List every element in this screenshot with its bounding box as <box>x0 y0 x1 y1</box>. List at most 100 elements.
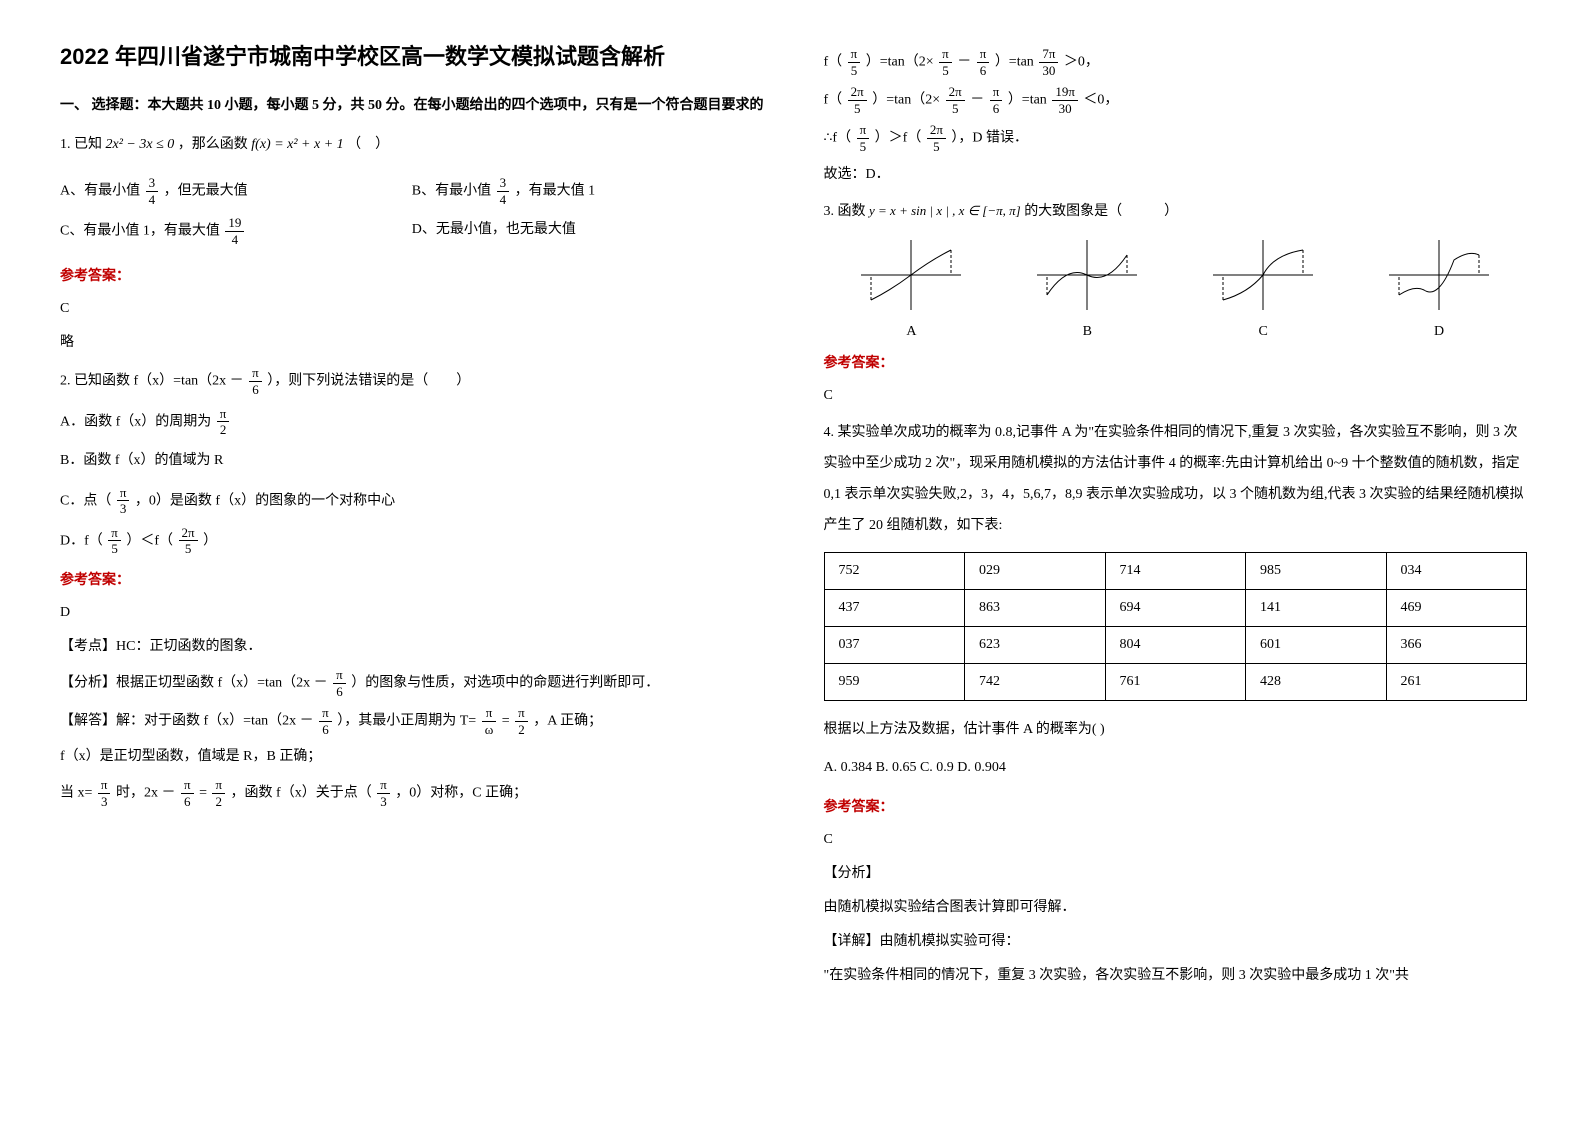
fraction-pi-2-c: π2 <box>212 777 225 809</box>
q2r-guxuan: 故选：D． <box>824 161 1528 189</box>
frac-den: ω <box>482 722 497 738</box>
table-row: 037623804601366 <box>824 626 1527 663</box>
table-row: 752029714985034 <box>824 552 1527 589</box>
q1-stem: 1. 已知 2x² − 3x ≤ 0 ，那么函数 f(x) = x² + x +… <box>60 130 764 161</box>
q2-stem: 2. 已知函数 f（x）=tan（2x － π6 ），则下列说法错误的是（ ） <box>60 365 764 397</box>
q2r-line3: ∴f（ π5 ）＞f（ 2π5 ），D 错误． <box>824 122 1528 154</box>
graph-c-svg <box>1208 235 1318 315</box>
q2-fx-post: ）的图象与性质，对选项中的命题进行判断即可． <box>351 675 659 690</box>
q1-b-post: ，有最大值 1 <box>515 183 596 198</box>
q3-stem-pre: 3. 函数 <box>824 204 870 219</box>
fraction-pi-6-d: π6 <box>181 777 194 809</box>
table-cell: 752 <box>824 552 965 589</box>
frac-den: 2 <box>515 722 528 738</box>
frac-den: 6 <box>990 101 1003 117</box>
q1-a-pre: A、有最小值 <box>60 183 140 198</box>
q3-stem: 3. 函数 y = x + sin | x | , x ∈ [−π, π] 的大… <box>824 197 1528 228</box>
frac-num: π <box>939 46 952 63</box>
fraction-pi-w: πω <box>482 705 497 737</box>
fraction-pi-2-b: π2 <box>515 705 528 737</box>
q2r-l2-m1: ）=tan（2× <box>872 93 940 108</box>
table-cell: 742 <box>965 663 1106 700</box>
frac-den: 4 <box>225 232 244 248</box>
frac-num: 2π <box>179 525 198 542</box>
frac-den: 5 <box>857 139 870 155</box>
q2-opt-d: D．f（ π5 ）＜f（ 2π5 ） <box>60 525 764 557</box>
q2-c-post: ，0）是函数 f（x）的图象的一个对称中心 <box>135 493 395 508</box>
q2-opt-b: B．函数 f（x）的值域为 R <box>60 446 764 477</box>
frac-den: 2 <box>212 794 225 810</box>
frac-num: 19π <box>1052 84 1078 101</box>
q2-fenxi: 【分析】根据正切型函数 f（x）=tan（2x － π6 ）的图象与性质，对选项… <box>60 667 764 699</box>
fraction-pi-5-r3: π5 <box>857 122 870 154</box>
q2r-l2-post: ＜0， <box>1083 93 1118 108</box>
q3-graph-b: B <box>1032 235 1142 340</box>
frac-num: π <box>377 777 390 794</box>
q4-opts: A. 0.384 B. 0.65 C. 0.9 D. 0.904 <box>824 753 1528 784</box>
q1-a-post: ，但无最大值 <box>164 183 248 198</box>
frac-num: π <box>977 46 990 63</box>
q2-sym-end: ，0）对称，C 正确； <box>395 786 527 801</box>
q1-answer-label: 参考答案： <box>60 265 764 285</box>
fraction-pi-6-b: π6 <box>333 667 346 699</box>
frac-num: π <box>482 705 497 722</box>
q4-stem: 4. 某实验单次成功的概率为 0.8,记事件 A 为"在实验条件相同的情况下,重… <box>824 418 1528 541</box>
frac-den: 5 <box>179 541 198 557</box>
q2-opt-a: A．函数 f（x）的周期为 π2 <box>60 406 764 438</box>
q2-d-pre: D．f（ <box>60 533 103 548</box>
section-1-header: 一、 选择题：本大题共 10 小题，每小题 5 分，共 50 分。在每小题给出的… <box>60 93 764 118</box>
q2r-l1-post: ＞0， <box>1064 54 1099 69</box>
q2-sym: 当 x= π3 时，2x － π6 = π2 ，函数 f（x）关于点（ π3 ，… <box>60 777 764 809</box>
q3-stem-math: y = x + sin | x | , x ∈ [−π, π] <box>869 203 1021 218</box>
fraction-pi-3: π3 <box>117 485 130 517</box>
frac-den: 5 <box>946 101 965 117</box>
table-cell: 601 <box>1246 626 1387 663</box>
frac-num: π <box>319 705 332 722</box>
q2r-l3-post: ），D 错误． <box>951 131 1028 146</box>
q2-opt-c: C．点（ π3 ，0）是函数 f（x）的图象的一个对称中心 <box>60 485 764 517</box>
eq-sign: = <box>502 713 513 728</box>
frac-num: 2π <box>946 84 965 101</box>
q1-stem-fx: f(x) = x² + x + 1 <box>251 137 343 152</box>
q4-fenxi-label: 【分析】 <box>824 860 1528 888</box>
fraction-2pi-5-r1: 2π5 <box>848 84 867 116</box>
table-cell: 959 <box>824 663 965 700</box>
exam-document: 2022 年四川省遂宁市城南中学校区高一数学文模拟试题含解析 一、 选择题：本大… <box>60 40 1527 996</box>
q2r-line1: f（ π5 ）=tan（2× π5 － π6 ）=tan 7π30 ＞0， <box>824 46 1528 78</box>
frac-num: 2π <box>927 122 946 139</box>
frac-den: 5 <box>848 101 867 117</box>
frac-num: 2π <box>848 84 867 101</box>
q3-label-b: B <box>1032 324 1142 340</box>
table-cell: 804 <box>1105 626 1246 663</box>
fraction-2pi-5-d: 2π5 <box>179 525 198 557</box>
frac-num: π <box>249 365 262 382</box>
q2r-l2-pre: f（ <box>824 93 843 108</box>
q3-graph-a: A <box>856 235 966 340</box>
q1-stem-suffix: （ ） <box>347 137 389 152</box>
table-cell: 437 <box>824 589 965 626</box>
frac-num: 3 <box>497 175 510 192</box>
q1-b-pre: B、有最小值 <box>412 183 491 198</box>
q1-answer: C <box>60 295 764 323</box>
q1-c-pre: C、有最小值 1，有最大值 <box>60 223 220 238</box>
q2r-l3-pre: ∴f（ <box>824 131 852 146</box>
q4-xiangjie: 【详解】由随机模拟实验可得： <box>824 928 1528 956</box>
left-column: 2022 年四川省遂宁市城南中学校区高一数学文模拟试题含解析 一、 选择题：本大… <box>60 40 764 996</box>
q2r-line2: f（ 2π5 ）=tan（2× 2π5 － π6 ）=tan 19π30 ＜0， <box>824 84 1528 116</box>
q2-sym-pre: 当 x= <box>60 786 96 801</box>
fraction-pi-3-b: π3 <box>98 777 111 809</box>
frac-den: 30 <box>1052 101 1078 117</box>
fraction-2pi-5-r2: 2π5 <box>946 84 965 116</box>
q2-jieda-a: 【解答】解：对于函数 f（x）=tan（2x － π6 ），其最小正周期为 T=… <box>60 705 764 737</box>
table-cell: 694 <box>1105 589 1246 626</box>
frac-num: π <box>333 667 346 684</box>
q2-d-post: ） <box>203 533 217 548</box>
q3-answer-label: 参考答案： <box>824 352 1528 372</box>
frac-den: 4 <box>497 192 510 208</box>
frac-den: 6 <box>319 722 332 738</box>
frac-num: 3 <box>146 175 159 192</box>
fraction-3-4-a: 34 <box>146 175 159 207</box>
frac-den: 2 <box>217 422 230 438</box>
graph-b-svg <box>1032 235 1142 315</box>
q4-answer: C <box>824 826 1528 854</box>
